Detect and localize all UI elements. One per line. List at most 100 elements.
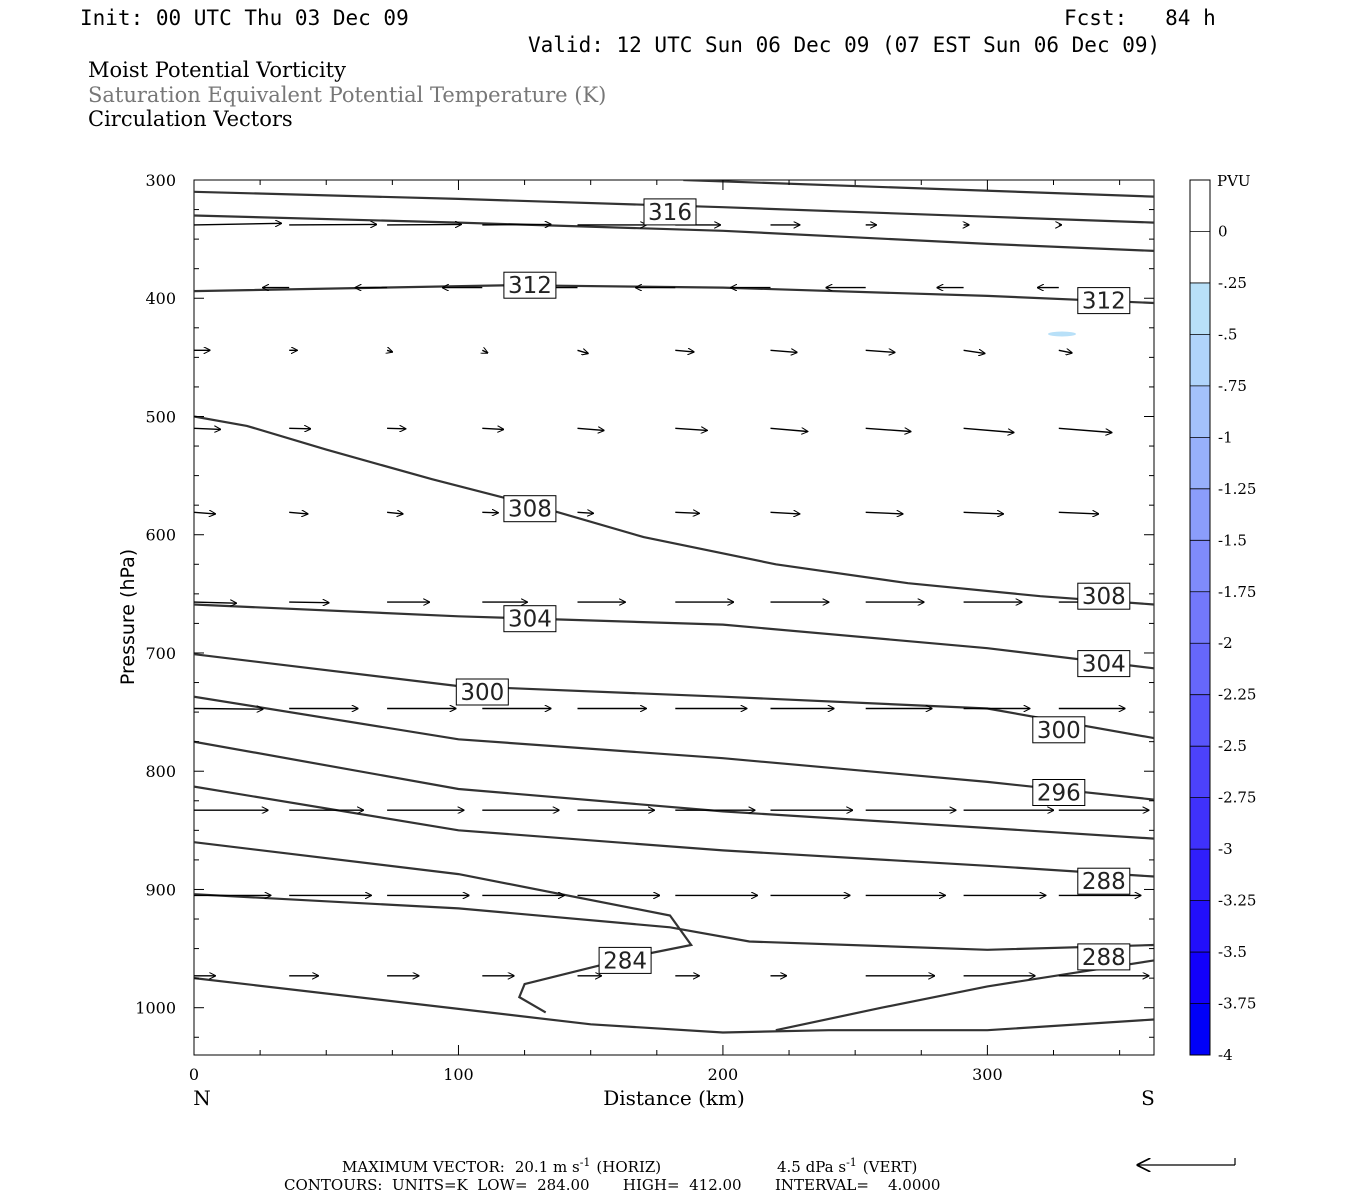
y-tick-label: 900: [145, 880, 176, 899]
max-vector-horiz: 20.1 m s: [515, 1158, 580, 1176]
contour-line-1: [194, 190, 1154, 224]
y-tick-label: 600: [145, 526, 176, 545]
colorbar-cell: [1190, 1003, 1210, 1056]
vector-arrow: [675, 428, 707, 430]
x-axis-label: Distance (km): [603, 1086, 745, 1110]
max-vector-vert-tag: (VERT): [863, 1158, 918, 1176]
vector-arrow: [865, 350, 895, 352]
colorbar-label: -3.5: [1218, 943, 1247, 961]
contour-line-12: [194, 977, 1154, 1034]
colorbar-cell: [1190, 591, 1210, 644]
contour-label: 304: [508, 607, 552, 633]
vector-arrow: [289, 224, 376, 225]
colorbar-cell: [1190, 797, 1210, 850]
plot-frame: [193, 179, 1155, 1056]
contour-line-13: [775, 959, 1154, 1032]
contour-label-box: [598, 946, 652, 974]
vector-arrow: [387, 428, 406, 429]
vector-arrow: [577, 512, 594, 513]
vector-arrow: [194, 602, 236, 603]
colorbar-cell: [1190, 231, 1210, 284]
x-axis: 0 100 200 300: [189, 180, 1121, 1084]
y-tick-label: 700: [145, 644, 176, 663]
contour-label: 312: [1082, 289, 1126, 315]
vector-arrow: [387, 224, 461, 225]
colorbar-label: -1.75: [1218, 583, 1256, 601]
vector-arrow: [865, 512, 903, 514]
max-vector-horiz-unit: -1: [580, 1156, 591, 1169]
y-tick-label: 1000: [135, 999, 176, 1018]
contour-line-4: [194, 415, 1154, 606]
contour-lines: [194, 180, 1154, 1034]
vector-arrow: [289, 602, 329, 603]
x-tick-label: 100: [443, 1065, 474, 1084]
vector-arrow: [482, 224, 551, 225]
max-vector-horiz-tag: (HORIZ): [596, 1158, 661, 1176]
max-vector-label: MAXIMUM VECTOR:: [342, 1158, 505, 1176]
pv-anomaly-patch: [1048, 331, 1076, 337]
max-vector-line: MAXIMUM VECTOR: 20.1 m s-1 (HORIZ) 4.5 dPa …: [342, 1156, 917, 1176]
reference-vector: [1138, 1158, 1236, 1165]
contour-line-0: [683, 180, 1154, 198]
contour-label-box: [1077, 943, 1131, 971]
colorbar-label: -3.75: [1218, 995, 1256, 1013]
init-label: Init: 00 UTC Thu 03 Dec 09: [80, 6, 409, 30]
vector-arrow: [770, 428, 808, 431]
colorbar-label: 0: [1218, 222, 1228, 240]
vector-arrow: [289, 428, 310, 429]
contour-label-box: [1032, 779, 1086, 806]
colorbar-cell: [1190, 282, 1210, 335]
circulation-vectors: [194, 223, 1149, 976]
valid-time: Valid: 12 UTC Sun 06 Dec 09 (07 EST Sun …: [528, 33, 1160, 57]
colorbar-cell: [1190, 746, 1210, 799]
contour-label-box: [503, 271, 557, 299]
colorbar-label: -2: [1218, 634, 1233, 652]
colorbar-cell: [1190, 900, 1210, 953]
y-tick-label: 400: [145, 289, 176, 308]
contour-line-11: [194, 893, 1154, 951]
contour-line-2: [194, 214, 1154, 252]
vector-arrow: [387, 512, 403, 514]
colorbar-label: -2.25: [1218, 686, 1256, 704]
colorbar-label: -.5: [1218, 325, 1237, 343]
y-tick-label: 800: [145, 762, 176, 781]
x-axis-right-end: S: [1141, 1086, 1155, 1110]
field-title-vectors: Circulation Vectors: [88, 107, 293, 131]
contour-line-9: [194, 785, 1154, 878]
contour-label-box: [455, 678, 509, 706]
vector-arrow: [770, 350, 798, 352]
colorbar-cell: [1190, 643, 1210, 696]
contour-label: 312: [508, 273, 552, 299]
vector-arrow: [194, 512, 215, 514]
contour-label-box: [503, 495, 557, 523]
vector-arrow: [675, 350, 694, 352]
contour-label-box: [1077, 287, 1131, 315]
colorbar-label: -2.75: [1218, 789, 1256, 807]
vector-arrow: [387, 350, 392, 352]
field-title-mpv: Moist Potential Vorticity: [88, 58, 346, 82]
forecast-hour: Fcst: 84 h: [1064, 6, 1216, 30]
y-axis-label: Pressure (hPa): [117, 549, 139, 685]
colorbar-cell: [1190, 385, 1210, 438]
colorbar-cell: [1190, 540, 1210, 593]
max-vector-vert: 4.5 dPa s: [777, 1158, 846, 1176]
vector-arrow: [577, 350, 589, 353]
plot-area: 316312312308308304304300300296288288284 …: [135, 171, 1155, 1084]
contour-label: 300: [460, 680, 504, 706]
vector-arrow: [963, 512, 1004, 514]
y-axis: 300 400 500 600 700 800 900 1000: [135, 171, 1154, 1038]
x-tick-label: 200: [708, 1065, 739, 1084]
contour-line-5: [194, 603, 1154, 670]
contour-label-box: [643, 198, 697, 226]
colorbar-label: -1.5: [1218, 531, 1247, 549]
y-tick-label: 500: [145, 407, 176, 426]
vector-arrow: [865, 428, 911, 431]
contour-label-box: [1032, 716, 1086, 744]
contour-label-box: [503, 605, 557, 633]
contour-line-6: [194, 653, 1154, 740]
vector-arrow: [482, 428, 503, 429]
colorbar-cell: [1190, 849, 1210, 902]
pv-colorbar: PVU 0 -.25 -.5 -.75 -1 -1.25 -1.5 -1.75 -2 -2.25 -…: [1189, 172, 1256, 1064]
vector-arrow: [289, 512, 308, 514]
